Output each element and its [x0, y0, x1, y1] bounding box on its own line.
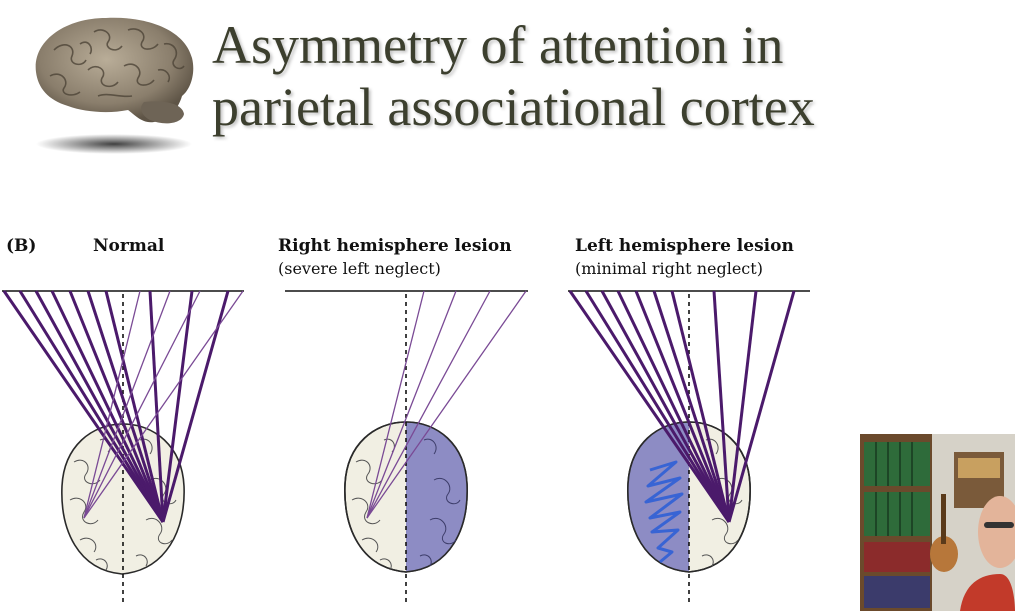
- panel-2-sublabel: (severe left neglect): [278, 259, 441, 278]
- panel-3-sublabel: (minimal right neglect): [575, 259, 763, 278]
- presenter-webcam: [860, 434, 1015, 611]
- lesion-scribble: [644, 460, 684, 564]
- attention-lines-normal-weak: [83, 290, 244, 519]
- panel-3-label: Left hemisphere lesion: [575, 236, 794, 256]
- brain-logo-icon: [35, 17, 194, 154]
- webcam-scene-icon: [860, 434, 1015, 611]
- panel-2-label: Right hemisphere lesion: [278, 236, 512, 256]
- title-line-2: parietal associational cortex: [212, 77, 815, 137]
- panel-tag: (B): [6, 236, 37, 256]
- slide-title: Asymmetry of attention in parietal assoc…: [212, 14, 1012, 138]
- attention-lines-normal-strong: [2, 290, 230, 523]
- panel-1-label: Normal: [93, 236, 165, 256]
- attention-lines-right-lesion: [366, 290, 527, 519]
- title-line-1: Asymmetry of attention in: [212, 15, 784, 75]
- attention-lines-left-lesion: [568, 290, 796, 523]
